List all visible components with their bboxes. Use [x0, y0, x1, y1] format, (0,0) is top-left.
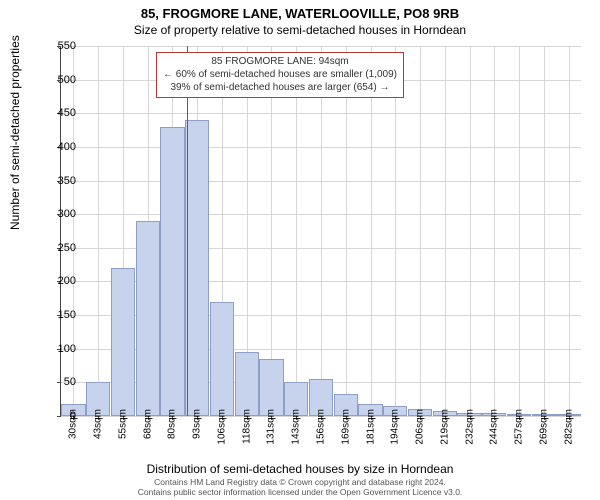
footer-line-1: Contains HM Land Registry data © Crown c… — [154, 477, 446, 487]
footer-note: Contains HM Land Registry data © Crown c… — [0, 478, 600, 498]
ytick-label: 150 — [40, 309, 76, 321]
ytick-label: 400 — [40, 141, 76, 153]
anno-line-3: 39% of semi-detached houses are larger (… — [171, 82, 390, 93]
xtick-label: 219sqm — [439, 409, 450, 445]
xtick-label: 131sqm — [266, 409, 277, 445]
xtick-label: 143sqm — [291, 409, 302, 445]
bar — [185, 120, 209, 416]
gridline-v — [296, 46, 297, 416]
footer-line-2: Contains public sector information licen… — [138, 487, 463, 497]
gridline-v — [519, 46, 520, 416]
ytick-label: 450 — [40, 107, 76, 119]
bar — [259, 359, 283, 416]
xtick-label: 169sqm — [340, 409, 351, 445]
xtick-label: 232sqm — [464, 409, 475, 445]
gridline-v — [73, 46, 74, 416]
xtick-label: 68sqm — [142, 409, 153, 439]
bar — [160, 127, 184, 416]
ytick-label: 550 — [40, 40, 76, 52]
ytick-label: 0 — [40, 410, 76, 422]
xtick-label: 206sqm — [415, 409, 426, 445]
gridline-v — [98, 46, 99, 416]
marker-line — [187, 46, 188, 416]
xtick-label: 80sqm — [167, 409, 178, 439]
bar — [235, 352, 259, 416]
plot-area: 30sqm43sqm55sqm68sqm80sqm93sqm106sqm118s… — [60, 46, 581, 417]
xtick-label: 43sqm — [93, 409, 104, 439]
annotation-box: 85 FROGMORE LANE: 94sqm ← 60% of semi-det… — [156, 52, 404, 98]
xtick-label: 257sqm — [514, 409, 525, 445]
gridline-v — [445, 46, 446, 416]
ytick-label: 350 — [40, 175, 76, 187]
xtick-label: 55sqm — [117, 409, 128, 439]
ytick-label: 300 — [40, 208, 76, 220]
ytick-label: 50 — [40, 376, 76, 388]
xtick-label: 156sqm — [316, 409, 327, 445]
bar — [210, 302, 234, 416]
chart-subtitle: Size of property relative to semi-detach… — [0, 21, 600, 37]
chart-container: 85, FROGMORE LANE, WATERLOOVILLE, PO8 9R… — [0, 0, 600, 500]
ytick-label: 250 — [40, 242, 76, 254]
anno-line-1: 85 FROGMORE LANE: 94sqm — [211, 56, 348, 67]
ytick-label: 200 — [40, 275, 76, 287]
gridline-v — [569, 46, 570, 416]
bar — [136, 221, 160, 416]
gridline-v — [321, 46, 322, 416]
anno-line-2: ← 60% of semi-detached houses are smalle… — [163, 69, 397, 80]
gridline-v — [544, 46, 545, 416]
bar — [111, 268, 135, 416]
chart-title: 85, FROGMORE LANE, WATERLOOVILLE, PO8 9R… — [0, 0, 600, 21]
xtick-label: 194sqm — [390, 409, 401, 445]
gridline-v — [346, 46, 347, 416]
gridline-v — [395, 46, 396, 416]
xtick-label: 93sqm — [192, 409, 203, 439]
xtick-label: 181sqm — [365, 409, 376, 445]
gridline-v — [371, 46, 372, 416]
gridline-v — [420, 46, 421, 416]
gridline-v — [470, 46, 471, 416]
xtick-label: 269sqm — [538, 409, 549, 445]
gridline-v — [494, 46, 495, 416]
ytick-label: 100 — [40, 343, 76, 355]
xtick-label: 244sqm — [489, 409, 500, 445]
y-axis-label: Number of semi-detached properties — [8, 35, 22, 230]
x-axis-label: Distribution of semi-detached houses by … — [0, 462, 600, 476]
xtick-label: 282sqm — [563, 409, 574, 445]
ytick-label: 500 — [40, 74, 76, 86]
xtick-label: 106sqm — [216, 409, 227, 445]
xtick-label: 118sqm — [241, 409, 252, 444]
